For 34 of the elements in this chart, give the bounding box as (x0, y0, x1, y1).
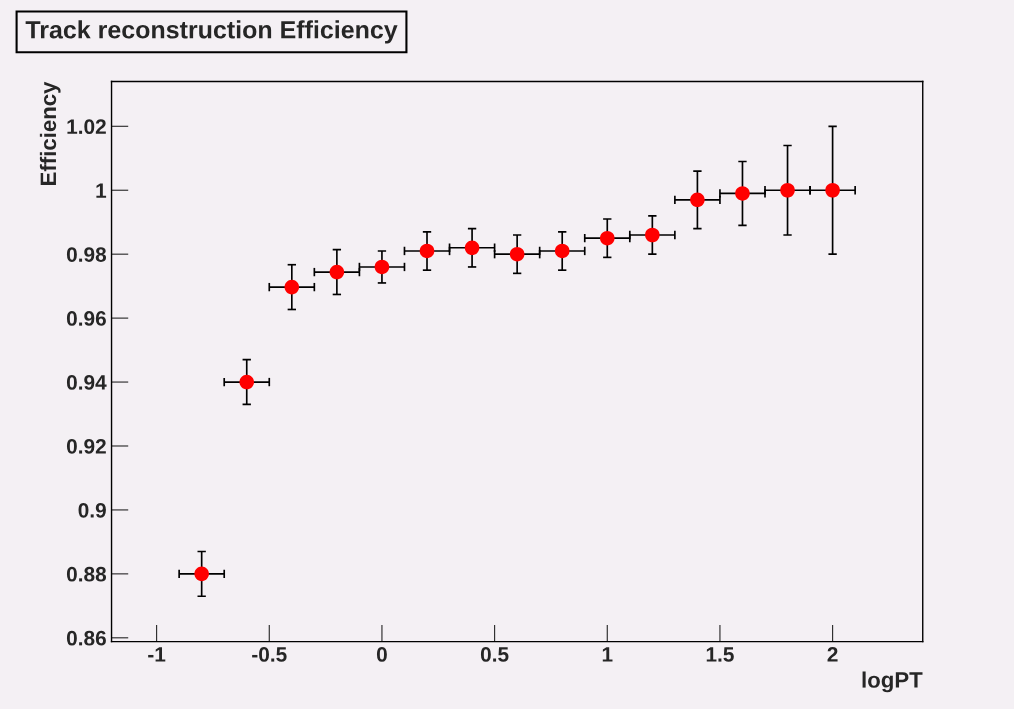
x-tick-label: -0.5 (252, 647, 287, 662)
point (419, 243, 435, 259)
point (825, 182, 840, 198)
y-tick-label: 1.02 (67, 119, 106, 135)
point (329, 264, 345, 280)
point (239, 374, 255, 390)
x-tick-label: -1 (148, 647, 166, 662)
point (194, 566, 209, 582)
x-tick-label: 0.5 (480, 647, 509, 662)
point (509, 246, 525, 262)
x-tick-label: 2 (827, 647, 838, 662)
point (735, 186, 750, 201)
chart-title: Track reconstruction Efficiency (25, 20, 398, 44)
point (554, 243, 570, 259)
x-axis-title: logPT (862, 671, 923, 693)
y-tick-label: 0.88 (66, 566, 107, 582)
y-tick-label: 0.9 (78, 502, 106, 518)
point (374, 259, 390, 275)
y-tick-label: 0.94 (66, 375, 107, 390)
y-axis-title: Efficiency (39, 81, 61, 186)
point (780, 182, 795, 198)
y-tick-label: 0.86 (66, 630, 106, 646)
x-tick-label: 1 (602, 647, 613, 662)
x-tick-label: 0 (376, 647, 387, 662)
point (599, 230, 615, 246)
point (284, 279, 300, 295)
point (690, 192, 705, 208)
point (645, 227, 660, 243)
point (464, 240, 480, 256)
x-tick-label: 1.5 (706, 647, 734, 662)
y-tick-label: 1 (96, 183, 107, 198)
y-tick-label: 0.96 (66, 311, 106, 326)
y-tick-label: 0.98 (66, 247, 107, 262)
y-tick-label: 0.92 (66, 438, 106, 454)
